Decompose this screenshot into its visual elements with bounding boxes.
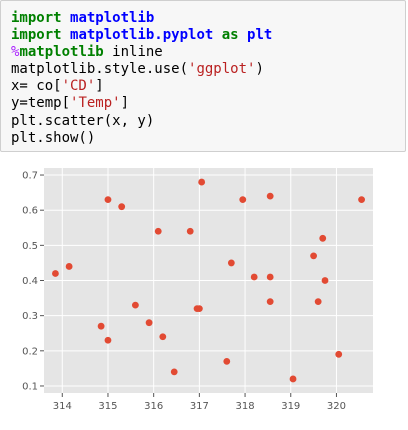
code-token: plt.show() — [11, 129, 96, 146]
code-token: x= co[ — [11, 78, 62, 95]
code-token: import — [11, 10, 62, 26]
code-line: x= co['CD'] — [11, 78, 272, 95]
code-token: inline — [103, 44, 163, 61]
scatter-point — [289, 375, 297, 383]
x-tick-label: 316 — [144, 401, 163, 412]
code-token: matplotlib.pyplot — [70, 27, 214, 44]
code-editor[interactable]: import matplotlib import matplotlib.pyplo… — [11, 10, 272, 147]
axis-ticks: 314 315 316 317 318 319 320 0.1 0.2 0.3 0.4 0.5 0.6 0… — [22, 171, 346, 412]
code-token: matplotlib — [70, 10, 155, 26]
code-token: 'Temp' — [70, 95, 121, 112]
y-tick-label: 0.3 — [22, 311, 38, 322]
x-tick-label: 317 — [190, 401, 209, 412]
code-token: as — [221, 27, 239, 44]
code-token: y=temp[ — [11, 95, 71, 112]
data-points — [52, 178, 365, 383]
scatter-point — [239, 196, 247, 204]
scatter-point — [250, 273, 258, 281]
x-tick-label: 314 — [53, 401, 72, 412]
code-token: ) — [255, 61, 264, 78]
scatter-point — [159, 333, 167, 341]
scatter-point — [310, 252, 317, 260]
y-tick-label: 0.5 — [22, 241, 38, 252]
x-tick-label: 318 — [236, 401, 255, 412]
code-line: import matplotlib.pyplot as plt — [11, 27, 272, 44]
scatter-point — [198, 178, 206, 186]
scatter-point — [266, 298, 274, 305]
scatter-point — [97, 322, 105, 330]
scatter-point — [170, 368, 178, 376]
code-cell[interactable]: import matplotlib import matplotlib.pyplo… — [0, 0, 406, 152]
scatter-point — [227, 259, 235, 267]
scatter-point — [52, 270, 59, 277]
code-line: plt.show() — [11, 130, 272, 147]
scatter-point — [358, 196, 365, 204]
scatter-point — [266, 192, 274, 200]
output-area: 314 315 316 317 318 319 320 0.1 0.2 0.3 0.4 0.5 0.6 0… — [0, 160, 408, 426]
y-tick-label: 0.6 — [22, 206, 38, 217]
code-token: 'CD' — [61, 78, 96, 95]
scatter-point — [223, 357, 231, 365]
code-token: matplotlib — [19, 44, 104, 61]
code-line: import matplotlib — [11, 10, 272, 27]
code-token: ] — [120, 95, 130, 112]
scatter-point — [104, 196, 112, 204]
scatter-point — [131, 301, 139, 309]
scatter-point — [319, 234, 327, 242]
code-token — [62, 27, 70, 43]
scatter-point — [186, 227, 194, 235]
x-tick-label: 315 — [98, 401, 117, 412]
scatter-point — [145, 319, 153, 327]
scatter-plot: 314 315 316 317 318 319 320 0.1 0.2 0.3 0.4 0.5 0.6 0… — [22, 168, 373, 412]
scatter-point — [266, 273, 274, 281]
code-token: matplotlib.style.use( — [11, 61, 189, 78]
code-line: %matplotlib inline — [11, 44, 272, 61]
y-tick-label: 0.4 — [22, 276, 38, 287]
scatter-point — [321, 277, 329, 284]
code-token — [62, 10, 70, 26]
code-token — [213, 27, 221, 43]
code-token: ] — [95, 78, 104, 95]
scatter-point — [195, 305, 203, 313]
scatter-point — [65, 263, 73, 270]
code-token: 'ggplot' — [188, 61, 256, 78]
x-tick-label: 320 — [327, 401, 346, 412]
scatter-point — [118, 203, 126, 211]
code-token: % — [11, 44, 20, 61]
code-token: plt.scatter(x, y) — [11, 112, 155, 129]
code-token: plt — [247, 27, 273, 44]
code-token: import — [11, 27, 62, 44]
code-line: y=temp['Temp'] — [11, 95, 272, 112]
x-tick-label: 319 — [281, 401, 300, 412]
y-tick-label: 0.7 — [22, 171, 38, 182]
code-line: plt.scatter(x, y) — [11, 113, 272, 130]
scatter-point — [104, 336, 112, 344]
scatter-point — [335, 350, 343, 358]
scatter-point — [314, 298, 322, 305]
code-line: matplotlib.style.use('ggplot') — [11, 61, 272, 78]
scatter-point — [154, 227, 162, 235]
y-tick-label: 0.2 — [22, 346, 38, 357]
code-token — [239, 27, 247, 43]
y-tick-label: 0.1 — [22, 381, 38, 392]
